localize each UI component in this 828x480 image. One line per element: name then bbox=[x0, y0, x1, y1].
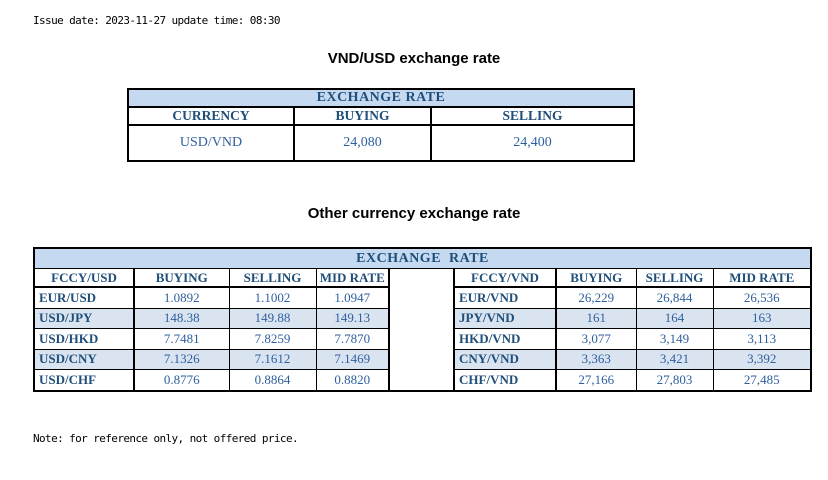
rate-value-cell: 164 bbox=[635, 307, 714, 329]
issue-date-text: Issue date: 2023-11-27 update time: 08:3… bbox=[33, 14, 281, 27]
pair-label-cell: JPY/VND bbox=[453, 307, 557, 329]
rate-value-cell: 149.88 bbox=[228, 307, 317, 329]
rate-row-hkd: USD/HKD 7.7481 7.8259 7.7870 HKD/VND 3,0… bbox=[33, 328, 812, 350]
rate-value-cell: 161 bbox=[555, 307, 637, 329]
rate-value-cell: 27,803 bbox=[635, 369, 714, 391]
column-header-buying-usd: BUYING bbox=[133, 268, 230, 288]
rate-value-cell: 7.8259 bbox=[228, 328, 317, 350]
rate-value-cell: 3,077 bbox=[555, 328, 637, 350]
rate-value-cell: 26,229 bbox=[555, 286, 637, 309]
rate-value-cell: 0.8776 bbox=[133, 369, 230, 391]
table-spacer-column bbox=[388, 268, 455, 391]
rate-value-cell: 7.7481 bbox=[133, 328, 230, 350]
usd-table-band: EXCHANGE RATE bbox=[126, 88, 636, 108]
other-table-header-row: FCCY/USD BUYING SELLING MID RATE FCCY/VN… bbox=[33, 268, 812, 391]
column-header-buying: BUYING bbox=[293, 106, 432, 126]
pair-label-cell: CNY/VND bbox=[453, 348, 557, 370]
pair-label-cell: USD/JPY bbox=[33, 307, 135, 329]
other-currency-rate-table: EXCHANGE RATE FCCY/USD BUYING SELLING MI… bbox=[33, 247, 813, 392]
rate-value-cell: 1.1002 bbox=[228, 286, 317, 309]
buying-rate-cell: 24,080 bbox=[293, 124, 432, 162]
rate-value-cell: 26,536 bbox=[712, 286, 812, 309]
pair-label-cell: EUR/USD bbox=[33, 286, 135, 309]
column-header-selling: SELLING bbox=[429, 106, 636, 126]
pair-label-cell: USD/CNY bbox=[33, 348, 135, 370]
rate-value-cell: 3,392 bbox=[712, 348, 812, 370]
rate-value-cell: 1.0947 bbox=[315, 286, 390, 309]
rate-value-cell: 7.7870 bbox=[315, 328, 390, 350]
usd-table-title: VND/USD exchange rate bbox=[327, 50, 501, 67]
currency-pair-cell: USD/VND bbox=[127, 124, 295, 162]
rate-value-cell: 163 bbox=[712, 307, 812, 329]
rate-value-cell: 0.8864 bbox=[228, 369, 317, 391]
rate-value-cell: 7.1612 bbox=[228, 348, 317, 370]
rate-value-cell: 7.1326 bbox=[133, 348, 230, 370]
pair-label-cell: USD/CHF bbox=[33, 369, 135, 391]
other-table-band: EXCHANGE RATE bbox=[33, 247, 812, 269]
column-header-buying-vnd: BUYING bbox=[555, 268, 637, 288]
column-header-fccy-vnd: FCCY/VND bbox=[453, 268, 557, 288]
rate-value-cell: 149.13 bbox=[315, 307, 390, 329]
rate-row-eur: EUR/USD 1.0892 1.1002 1.0947 EUR/VND 26,… bbox=[33, 286, 812, 309]
usd-vnd-rate-table: EXCHANGE RATE CURRENCY BUYING SELLING US… bbox=[126, 88, 636, 162]
pair-label-cell: USD/HKD bbox=[33, 328, 135, 350]
column-header-midrate-vnd: MID RATE bbox=[712, 268, 812, 288]
column-header-currency: CURRENCY bbox=[127, 106, 295, 126]
rate-value-cell: 3,363 bbox=[555, 348, 637, 370]
pair-label-cell: HKD/VND bbox=[453, 328, 557, 350]
rate-value-cell: 3,149 bbox=[635, 328, 714, 350]
rate-value-cell: 148.38 bbox=[133, 307, 230, 329]
note-text: Note: for reference only, not offered pr… bbox=[33, 432, 299, 445]
rate-value-cell: 27,485 bbox=[712, 369, 812, 391]
rate-value-cell: 3,421 bbox=[635, 348, 714, 370]
other-table-band-row: EXCHANGE RATE bbox=[33, 247, 812, 269]
pair-label-cell: CHF/VND bbox=[453, 369, 557, 391]
rate-row-cny: USD/CNY 7.1326 7.1612 7.1469 CNY/VND 3,3… bbox=[33, 348, 812, 370]
column-header-selling-usd: SELLING bbox=[228, 268, 317, 288]
selling-rate-cell: 24,400 bbox=[429, 124, 636, 162]
rate-value-cell: 1.0892 bbox=[133, 286, 230, 309]
rate-value-cell: 27,166 bbox=[555, 369, 637, 391]
usd-table-header-row: CURRENCY BUYING SELLING bbox=[127, 106, 636, 126]
rate-value-cell: 26,844 bbox=[635, 286, 714, 309]
rate-value-cell: 3,113 bbox=[712, 328, 812, 350]
pair-label-cell: EUR/VND bbox=[453, 286, 557, 309]
usd-table-band-row: EXCHANGE RATE bbox=[126, 88, 636, 108]
column-header-selling-vnd: SELLING bbox=[635, 268, 714, 288]
rate-value-cell: 0.8820 bbox=[315, 369, 390, 391]
rate-value-cell: 7.1469 bbox=[315, 348, 390, 370]
column-header-fccy-usd: FCCY/USD bbox=[33, 268, 135, 288]
usd-table-data-row: USD/VND 24,080 24,400 bbox=[127, 124, 636, 162]
rate-row-jpy: USD/JPY 148.38 149.88 149.13 JPY/VND 161… bbox=[33, 307, 812, 329]
other-table-title: Other currency exchange rate bbox=[307, 205, 521, 222]
column-header-midrate-usd: MID RATE bbox=[315, 268, 390, 288]
rate-row-chf: USD/CHF 0.8776 0.8864 0.8820 CHF/VND 27,… bbox=[33, 369, 812, 391]
